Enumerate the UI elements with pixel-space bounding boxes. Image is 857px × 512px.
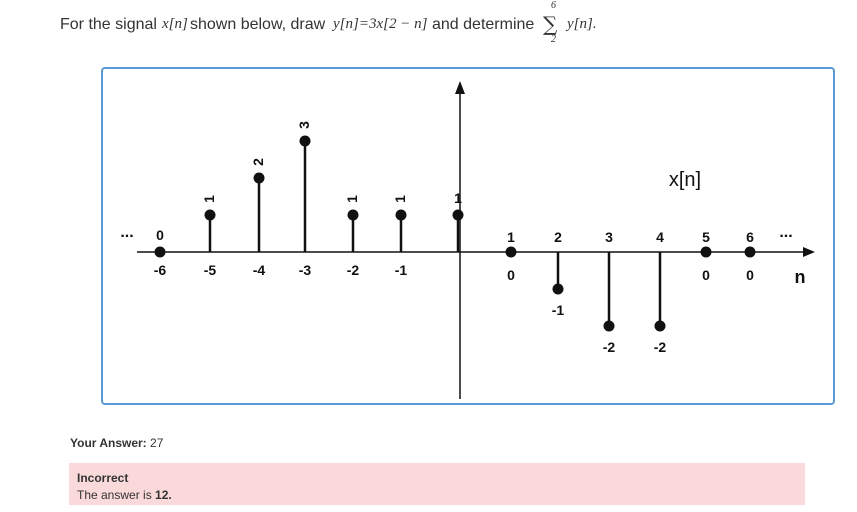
feedback-box: Incorrect The answer is 12.	[69, 463, 805, 505]
stem-value-label: 0	[507, 267, 515, 283]
n-axis-label: n	[795, 267, 806, 287]
n-tick-label: -5	[204, 262, 217, 278]
signal-label: x[n]	[669, 169, 701, 191]
sum-lower-limit: 2	[551, 34, 556, 45]
stem-marker	[452, 209, 464, 221]
your-answer-value: 27	[150, 436, 164, 450]
n-tick-label: 4	[656, 229, 664, 245]
sum-upper-limit: 6	[551, 0, 556, 11]
your-answer-label: Your Answer:	[70, 436, 147, 450]
stem-marker	[204, 209, 216, 221]
n-tick-label: 1	[507, 229, 515, 245]
n-axis-arrow	[803, 247, 815, 257]
stem-marker	[505, 246, 517, 258]
question-text-prefix: For the signal	[60, 16, 157, 33]
vertical-axis-arrow	[455, 81, 465, 94]
stem-marker	[347, 209, 359, 221]
equation-math: y[n]=3x[2 − n]	[333, 16, 428, 32]
stem-value-label: 0	[746, 267, 754, 283]
n-tick-label: 2	[554, 229, 562, 245]
your-answer: Your Answer: 27	[70, 436, 163, 450]
n-tick-label: -1	[395, 262, 408, 278]
feedback-message: The answer is 12.	[77, 488, 797, 502]
stem-value-label: 0	[702, 267, 710, 283]
n-tick-label: -6	[154, 262, 167, 278]
stem-marker	[299, 135, 311, 147]
stem-marker	[154, 246, 166, 258]
stem-value-label: -1	[552, 302, 565, 318]
stem-value-label: 3	[296, 121, 312, 129]
n-tick-label: 3	[605, 229, 613, 245]
feedback-message-prefix: The answer is	[77, 488, 152, 502]
n-tick-label: 6	[746, 229, 754, 245]
question-text-suffix: and determine	[432, 16, 535, 33]
stem-marker	[654, 320, 666, 332]
stem-value-label: 1	[392, 195, 408, 203]
sum-term-math: y[n].	[567, 16, 597, 32]
n-tick-label: -3	[299, 262, 312, 278]
left-ellipsis: ...	[120, 224, 133, 241]
question-prompt: For the signal x[n] shown below, draw y[…	[60, 0, 800, 45]
stem-plot: 0 -6 1 -5 2 -4 3 -3 1 -2 1 -1 1 1 0 2 -1 3 -2 4 -2 5 0 6 0......…	[120, 81, 815, 399]
stem-value-label: 0	[156, 227, 164, 243]
stem-value-label: 1	[344, 195, 360, 203]
stem-marker	[253, 172, 265, 184]
stem-value-label: 1	[454, 190, 462, 206]
stem-value-label: 1	[201, 195, 217, 203]
stem-marker	[603, 320, 615, 332]
stem-marker	[552, 283, 564, 295]
signal-math: x[n]	[162, 16, 188, 32]
stem-marker	[395, 209, 407, 221]
n-tick-label: -2	[347, 262, 360, 278]
signal-figure: 0 -6 1 -5 2 -4 3 -3 1 -2 1 -1 1 1 0 2 -1 3 -2 4 -2 5 0 6 0......…	[101, 67, 835, 405]
question-text-middle: shown below, draw	[190, 16, 326, 33]
stem-value-label: -2	[603, 339, 616, 355]
n-tick-label: -4	[253, 262, 266, 278]
stem-marker	[744, 246, 756, 258]
n-tick-label: 5	[702, 229, 710, 245]
stem-value-label: 2	[250, 158, 266, 166]
right-ellipsis: ...	[779, 224, 792, 241]
feedback-status: Incorrect	[77, 471, 129, 485]
stem-value-label: -2	[654, 339, 667, 355]
sum-symbol: ∑	[543, 12, 558, 36]
correct-answer-value: 12.	[155, 488, 172, 502]
stem-marker	[700, 246, 712, 258]
